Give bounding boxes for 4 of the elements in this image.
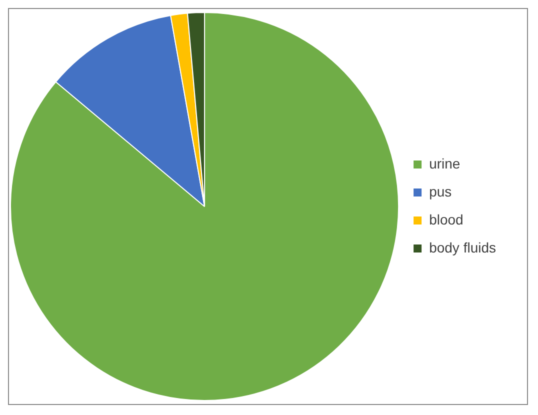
legend-label: body fluids	[429, 239, 496, 256]
legend-label: pus	[429, 183, 452, 200]
legend-label: blood	[429, 211, 464, 228]
legend-label: urine	[429, 155, 460, 172]
